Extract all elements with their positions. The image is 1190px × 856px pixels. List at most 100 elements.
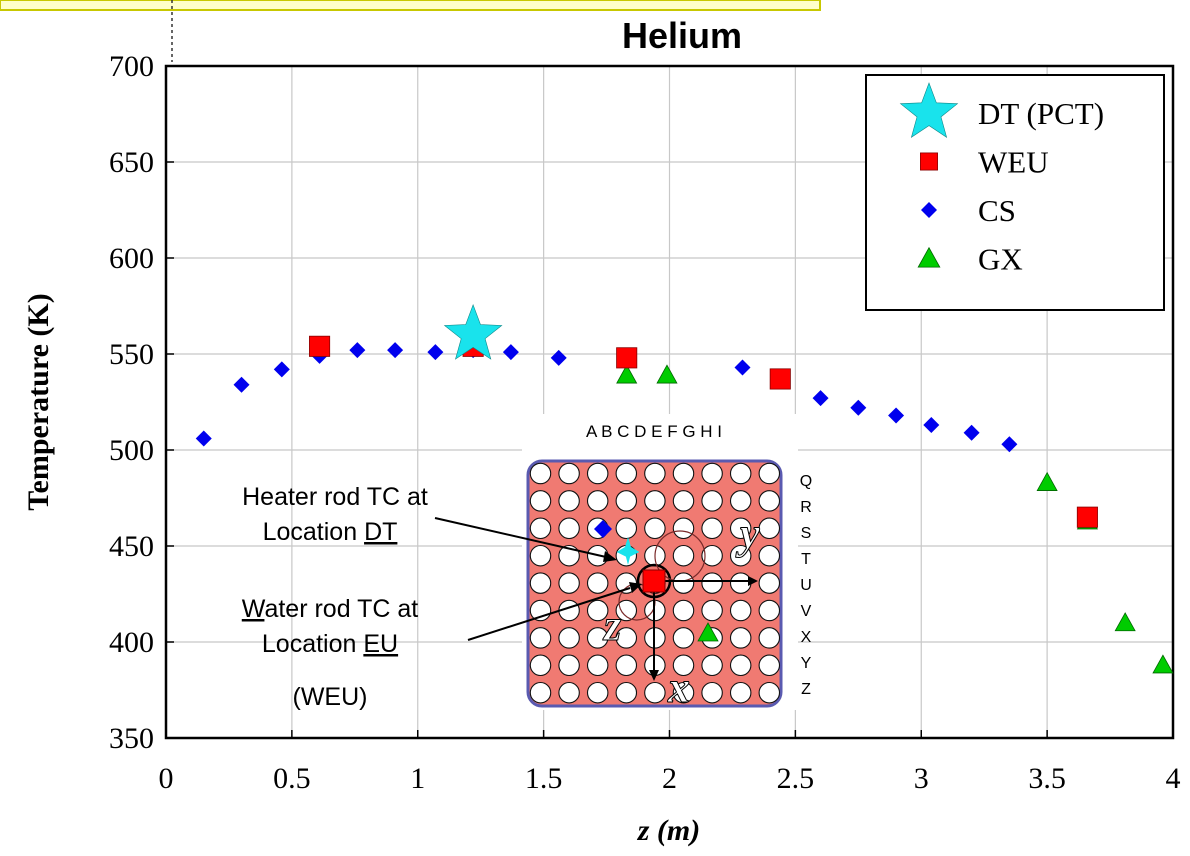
marker-diamond xyxy=(349,342,366,359)
marker-diamond xyxy=(923,417,940,434)
fuel-rod xyxy=(758,544,781,567)
fuel-rod xyxy=(672,572,695,594)
y-tick-label: 600 xyxy=(109,242,154,275)
inset-dt-star xyxy=(616,537,640,565)
heater-location-prefix: Location xyxy=(263,518,364,546)
marker-diamond xyxy=(963,424,980,441)
marker-triangle xyxy=(1152,654,1174,674)
fuel-rod xyxy=(729,572,752,594)
fuel-rod xyxy=(729,544,752,567)
y-ticks: 350 400 450 500 550 600 650 700 xyxy=(109,50,174,755)
marker-square xyxy=(1076,506,1098,528)
fuel-rod xyxy=(558,462,580,485)
top-banner xyxy=(0,0,821,11)
data-markers xyxy=(195,303,1174,674)
marker-triangle xyxy=(1036,471,1058,491)
inset-row-label: S xyxy=(801,525,812,542)
fuel-rod xyxy=(615,599,638,622)
fuel-rod xyxy=(615,681,638,704)
fuel-rod xyxy=(615,517,638,540)
fuel-rod xyxy=(758,599,781,622)
fuel-rod xyxy=(586,462,609,485)
fuel-rod xyxy=(758,517,781,540)
fuel-rod xyxy=(729,599,752,622)
fuel-rod xyxy=(558,517,580,540)
x-tick-label: 2.5 xyxy=(777,762,815,795)
fuel-rod xyxy=(586,681,609,704)
marker-diamond xyxy=(734,359,751,376)
marker-triangle xyxy=(656,364,678,384)
marker-diamond xyxy=(850,399,867,416)
legend-label: DT (PCT) xyxy=(978,96,1104,131)
marker-diamond xyxy=(195,430,212,447)
marker-square xyxy=(309,335,331,357)
fuel-rod xyxy=(558,627,580,649)
fuel-rod xyxy=(672,517,695,540)
x-tick-label: 0 xyxy=(159,762,174,795)
marker-diamond xyxy=(427,344,444,361)
fuel-rod xyxy=(701,654,723,677)
fuel-rod xyxy=(729,627,752,649)
legend-marker-square xyxy=(920,152,938,171)
fuel-rod xyxy=(529,490,552,512)
x-tick-label: 3 xyxy=(914,762,929,795)
y-arrow-head xyxy=(748,576,758,586)
marker-diamond xyxy=(233,376,250,393)
heater-pointer-head xyxy=(603,551,617,562)
fuel-rod xyxy=(529,681,552,704)
fuel-rod xyxy=(729,517,752,540)
fuel-rod xyxy=(758,681,781,704)
x-axis-label: z (m) xyxy=(637,814,701,847)
heater-pointer xyxy=(434,517,607,558)
fuel-rod xyxy=(558,681,580,704)
fuel-rod xyxy=(644,517,666,540)
y-axis-label: Temperature (K) xyxy=(22,293,55,510)
fuel-rod xyxy=(586,599,609,622)
marker-triangle xyxy=(1114,612,1136,632)
fuel-rod xyxy=(615,654,638,677)
inset-axis-x: x xyxy=(667,663,690,712)
marker-diamond xyxy=(888,407,905,424)
fuel-rod xyxy=(644,681,666,704)
fuel-rod xyxy=(701,599,723,622)
inset-row-label: Q xyxy=(800,473,812,490)
x-tick-label: 3.5 xyxy=(1028,762,1066,795)
fuel-rod xyxy=(701,490,723,512)
water-pointer-head xyxy=(629,582,642,593)
fuel-rod xyxy=(558,572,580,594)
fuel-rod xyxy=(672,462,695,485)
fuel-rod xyxy=(529,654,552,677)
fuel-rod xyxy=(729,462,752,485)
fuel-rod xyxy=(701,462,723,485)
heater-annotation-line2: Location DT xyxy=(263,518,398,546)
water-location-prefix: Location xyxy=(262,630,363,658)
legend-items: DT (PCT) WEU CS GX xyxy=(899,82,1104,277)
x-tick-label: 2 xyxy=(662,762,677,795)
x-tick-label: 1.5 xyxy=(525,762,563,795)
legend: DT (PCT) WEU CS GX xyxy=(865,74,1165,311)
fuel-rod xyxy=(758,490,781,512)
x-tick-label: 0.5 xyxy=(273,762,311,795)
marker-diamond xyxy=(1001,436,1018,453)
y-tick-label: 550 xyxy=(109,338,154,371)
fuel-rod xyxy=(758,654,781,677)
fuel-rod xyxy=(701,572,723,594)
fuel-rod xyxy=(586,627,609,649)
fuel-rod xyxy=(558,490,580,512)
fuel-rod xyxy=(701,544,723,567)
marker-square xyxy=(616,347,638,369)
fuel-rod xyxy=(729,490,752,512)
fuel-rod xyxy=(644,462,666,485)
fuel-rod xyxy=(758,627,781,649)
fuel-rod xyxy=(586,490,609,512)
fuel-rod xyxy=(672,654,695,677)
inset-row-label: R xyxy=(800,499,812,516)
marker-diamond xyxy=(550,349,567,366)
fuel-rod xyxy=(672,599,695,622)
legend-label: WEU xyxy=(978,145,1049,180)
marker-triangle xyxy=(616,364,638,384)
fuel-rod xyxy=(529,462,552,485)
water-annotation-line2: Location EU xyxy=(262,630,398,658)
